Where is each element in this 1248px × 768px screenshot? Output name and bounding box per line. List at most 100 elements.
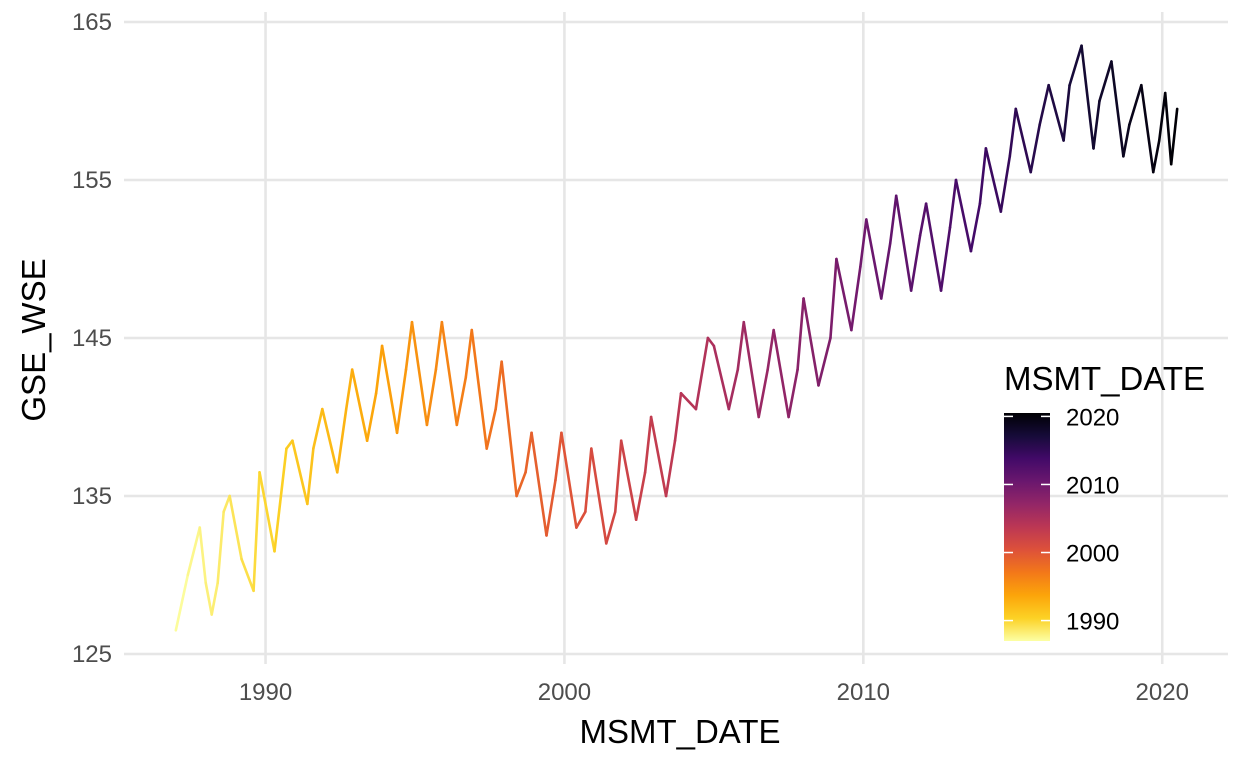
series-line-segment [464, 328, 474, 379]
y-axis-ticks: 125 135 145 155 165 [72, 9, 112, 668]
series-line-segment [500, 360, 518, 498]
series-line-segment [879, 241, 892, 300]
series-line-segment [575, 510, 587, 529]
series-line-segment [395, 368, 408, 435]
series-line-segment [273, 447, 288, 553]
series-line-segment [643, 415, 653, 474]
grid [124, 12, 1228, 664]
series-line-segment [1169, 107, 1179, 166]
series-line-segment [455, 376, 468, 427]
series-line-segment [344, 368, 354, 411]
series-line-segment [736, 320, 746, 371]
series-line-segment [859, 218, 868, 269]
series-line-segment [380, 344, 399, 435]
series-line-segment [494, 360, 503, 411]
series-line-segment [1157, 91, 1167, 142]
series-line-segment [888, 194, 898, 245]
series-line-segment [584, 447, 593, 514]
series-line-segment [1080, 44, 1095, 150]
y-tick-label: 145 [72, 325, 112, 352]
series-line-segment [1122, 123, 1131, 158]
series-line-segment [350, 368, 369, 443]
series-line-segment [613, 439, 623, 514]
x-tick-label: 2000 [538, 679, 591, 706]
series-line-segment [365, 391, 378, 443]
y-tick-label: 155 [72, 167, 112, 194]
series-line-segment [210, 581, 219, 616]
series-line-segment [664, 439, 677, 498]
series-line-segment [742, 320, 761, 419]
series-line-segment [198, 526, 208, 585]
series-line-segment [1128, 83, 1143, 126]
series-line-segment [222, 494, 231, 514]
series-line-segment [787, 368, 799, 419]
legend: MSMT_DATE 1990 2000 2010 2020 [1004, 360, 1205, 641]
series-line-segment [1098, 60, 1113, 103]
series-line-segment [829, 257, 838, 340]
series-line-segment [918, 202, 928, 237]
series-line-segment [924, 202, 943, 292]
x-tick-label: 2020 [1136, 679, 1189, 706]
series-line-segment [1092, 99, 1101, 150]
series-line-segment [1038, 83, 1050, 126]
series-line-segment [978, 147, 988, 205]
series-line-segment [554, 431, 563, 482]
series-line-segment [306, 447, 315, 506]
series-line-segment [530, 431, 548, 537]
series-line-segment [865, 218, 883, 300]
series-line-segment [524, 431, 533, 474]
series-line-segment [796, 297, 805, 371]
series-line-segment [1163, 91, 1173, 166]
series-line-segment [766, 328, 775, 371]
series-line-segment [727, 368, 740, 411]
series-line-segment [835, 257, 853, 332]
colorbar [1004, 413, 1050, 641]
series-line-segment [817, 336, 832, 387]
series-line-segment [425, 368, 438, 427]
series-line-segment [909, 234, 922, 292]
series-line-segment [258, 470, 276, 553]
series-line-segment [335, 407, 348, 474]
y-tick-label: 125 [72, 641, 112, 668]
series-line-segment [291, 439, 309, 506]
series-line-segment [939, 226, 952, 292]
series-line-segment [619, 439, 638, 522]
series-line-segment [850, 265, 862, 332]
legend-title: MSMT_DATE [1004, 360, 1205, 397]
y-tick-label: 135 [72, 483, 112, 510]
y-tick-label: 165 [72, 9, 112, 36]
series-line-segment [757, 368, 769, 419]
series-line-segment [948, 178, 958, 229]
series-line-segment [1110, 60, 1125, 158]
series-line-segment [321, 407, 339, 474]
x-axis-title: MSMT_DATE [579, 713, 780, 750]
colorbar-ticks: 1990 2000 2010 2020 [1004, 404, 1119, 636]
series-line-segment [634, 470, 647, 522]
series-line-segment [999, 155, 1012, 213]
x-tick-label: 1990 [239, 679, 292, 706]
series-line-segment [712, 344, 731, 411]
series-line-segment [894, 194, 913, 292]
series-line-segment [590, 447, 608, 545]
series-line-segment [1062, 83, 1071, 142]
series-line-segment [694, 336, 710, 411]
series-line-segment [545, 478, 557, 537]
series-line-segment [186, 526, 202, 577]
series-line-segment [410, 320, 429, 427]
colorbar-tick-label: 1990 [1066, 609, 1119, 636]
colorbar-tick-label: 2020 [1066, 404, 1119, 431]
series-line-segment [434, 320, 444, 371]
series-line-segment [969, 202, 982, 253]
colorbar-tick-label: 2010 [1066, 472, 1119, 499]
y-axis-title: GSE_WSE [15, 258, 52, 421]
series-line-segment [954, 178, 973, 253]
series-line-segment [1014, 107, 1033, 174]
series-line-segment [252, 470, 261, 593]
series-line-segment [984, 147, 1003, 213]
series-line-segment [312, 407, 324, 450]
series-line-segment [560, 431, 578, 529]
series-line-segment [404, 320, 414, 371]
series-line-segment [679, 391, 698, 411]
series-line-segment [216, 510, 225, 585]
